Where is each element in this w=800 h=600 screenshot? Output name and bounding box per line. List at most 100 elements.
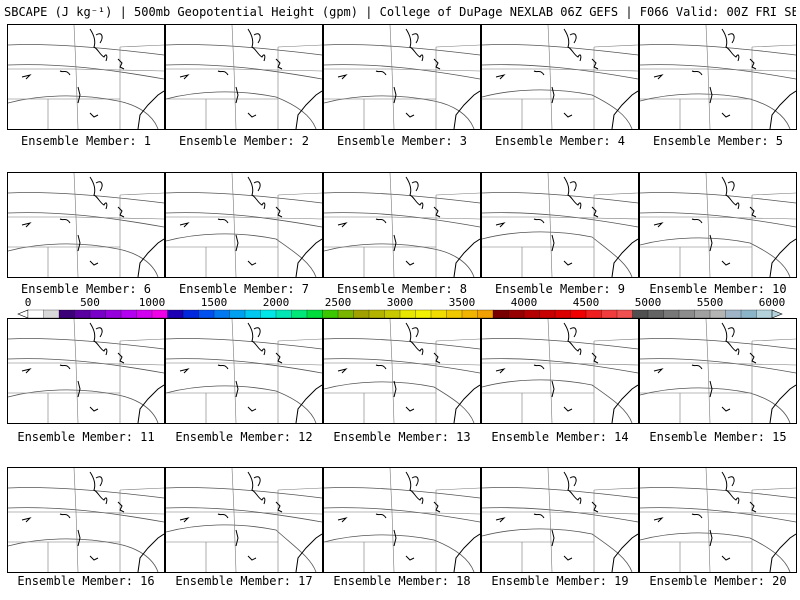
colorbar-tick-label: 5000 (635, 296, 662, 309)
ensemble-member-map (481, 24, 639, 130)
colorbar-segment (399, 309, 416, 319)
ensemble-member-map (481, 467, 639, 573)
ensemble-member-label: Ensemble Member: 6 (20, 282, 152, 296)
ensemble-member-label: Ensemble Member: 1 (20, 134, 152, 148)
colorbar-segment (430, 309, 447, 319)
colorbar-segment (27, 309, 44, 319)
colorbar-tick-label: 2500 (325, 296, 352, 309)
colorbar-segment (198, 309, 215, 319)
ensemble-member-map (165, 318, 323, 424)
ensemble-member-map (323, 318, 481, 424)
sbcape-colorbar: 0 500 1000 1500 2000 2500 3000 3500 4000 4500 5000… (17, 296, 786, 319)
colorbar-tick-label: 500 (80, 296, 100, 309)
colorbar-segment (136, 309, 153, 319)
ensemble-member-map (165, 467, 323, 573)
ensemble-member-label: Ensemble Member: 20 (649, 574, 787, 588)
colorbar-tick-label: 6000 (759, 296, 786, 309)
colorbar-segment (213, 309, 230, 319)
ensemble-member-label: Ensemble Member: 18 (333, 574, 471, 588)
colorbar-segment (260, 309, 277, 319)
ensemble-member-map (323, 172, 481, 278)
colorbar-segment (306, 309, 323, 319)
ensemble-member-map (323, 467, 481, 573)
colorbar-tick-label: 4000 (511, 296, 538, 309)
ensemble-member-label: Ensemble Member: 14 (491, 430, 629, 444)
colorbar-segment (415, 309, 432, 319)
colorbar-segment (368, 309, 385, 319)
colorbar-segment (601, 309, 618, 319)
ensemble-member-map (7, 24, 165, 130)
colorbar-segment (337, 309, 354, 319)
colorbar-segment (353, 309, 370, 319)
ensemble-member-map (481, 172, 639, 278)
colorbar-segment (678, 309, 695, 319)
ensemble-member-label: Ensemble Member: 7 (178, 282, 310, 296)
colorbar-segment (523, 309, 540, 319)
ensemble-member-label: Ensemble Member: 17 (175, 574, 313, 588)
colorbar-tick-label: 5500 (697, 296, 724, 309)
colorbar-segment (725, 309, 742, 319)
ensemble-member-map (639, 172, 797, 278)
colorbar-segment (244, 309, 261, 319)
ensemble-member-map (165, 172, 323, 278)
ensemble-member-map (639, 318, 797, 424)
ensemble-member-label: Ensemble Member: 8 (336, 282, 468, 296)
ensemble-member-map (7, 172, 165, 278)
colorbar-segment (508, 309, 525, 319)
colorbar-segment (647, 309, 664, 319)
colorbar-segment (384, 309, 401, 319)
ensemble-member-map (639, 24, 797, 130)
colorbar-tick-label: 1000 (139, 296, 166, 309)
ensemble-member-map (323, 24, 481, 130)
ensemble-member-label: Ensemble Member: 9 (494, 282, 626, 296)
colorbar-segment (229, 309, 246, 319)
colorbar-segment (167, 309, 184, 319)
ensemble-member-map (165, 24, 323, 130)
ensemble-member-label: Ensemble Member: 15 (649, 430, 787, 444)
colorbar-segment (756, 309, 773, 319)
colorbar-tick-label: 0 (25, 296, 32, 309)
ensemble-member-map (7, 318, 165, 424)
colorbar-segment (709, 309, 726, 319)
colorbar-segment (740, 309, 757, 319)
colorbar-tick-label: 4500 (573, 296, 600, 309)
colorbar-tick-label: 2000 (263, 296, 290, 309)
ensemble-member-label: Ensemble Member: 5 (652, 134, 784, 148)
colorbar-segment (322, 309, 339, 319)
colorbar-segment (151, 309, 168, 319)
ensemble-member-map (481, 318, 639, 424)
colorbar-segment (663, 309, 680, 319)
colorbar-segment (105, 309, 122, 319)
ensemble-member-label: Ensemble Member: 16 (17, 574, 155, 588)
colorbar-max-arrow (771, 309, 783, 319)
colorbar-segment (291, 309, 308, 319)
ensemble-member-label: Ensemble Member: 11 (17, 430, 155, 444)
ensemble-member-label: Ensemble Member: 19 (491, 574, 629, 588)
colorbar-segment (120, 309, 137, 319)
colorbar-segment (632, 309, 649, 319)
colorbar-segment (446, 309, 463, 319)
ensemble-member-label: Ensemble Member: 3 (336, 134, 468, 148)
colorbar-segment (694, 309, 711, 319)
ensemble-member-map (7, 467, 165, 573)
ensemble-member-label: Ensemble Member: 10 (649, 282, 787, 296)
colorbar-segment (539, 309, 556, 319)
colorbar-tick-label: 3000 (387, 296, 414, 309)
colorbar-segment (74, 309, 91, 319)
colorbar-tick-label: 3500 (449, 296, 476, 309)
colorbar-segment (43, 309, 60, 319)
colorbar-segment (585, 309, 602, 319)
ensemble-member-label: Ensemble Member: 12 (175, 430, 313, 444)
colorbar-segment (492, 309, 509, 319)
colorbar-segment (182, 309, 199, 319)
colorbar-segment (461, 309, 478, 319)
ensemble-member-label: Ensemble Member: 4 (494, 134, 626, 148)
colorbar-segment (616, 309, 633, 319)
colorbar-segment (89, 309, 106, 319)
colorbar-segment (58, 309, 75, 319)
colorbar-segment (477, 309, 494, 319)
colorbar-segment (570, 309, 587, 319)
colorbar-min-arrow (17, 309, 29, 319)
colorbar-segment (275, 309, 292, 319)
colorbar-segment (554, 309, 571, 319)
